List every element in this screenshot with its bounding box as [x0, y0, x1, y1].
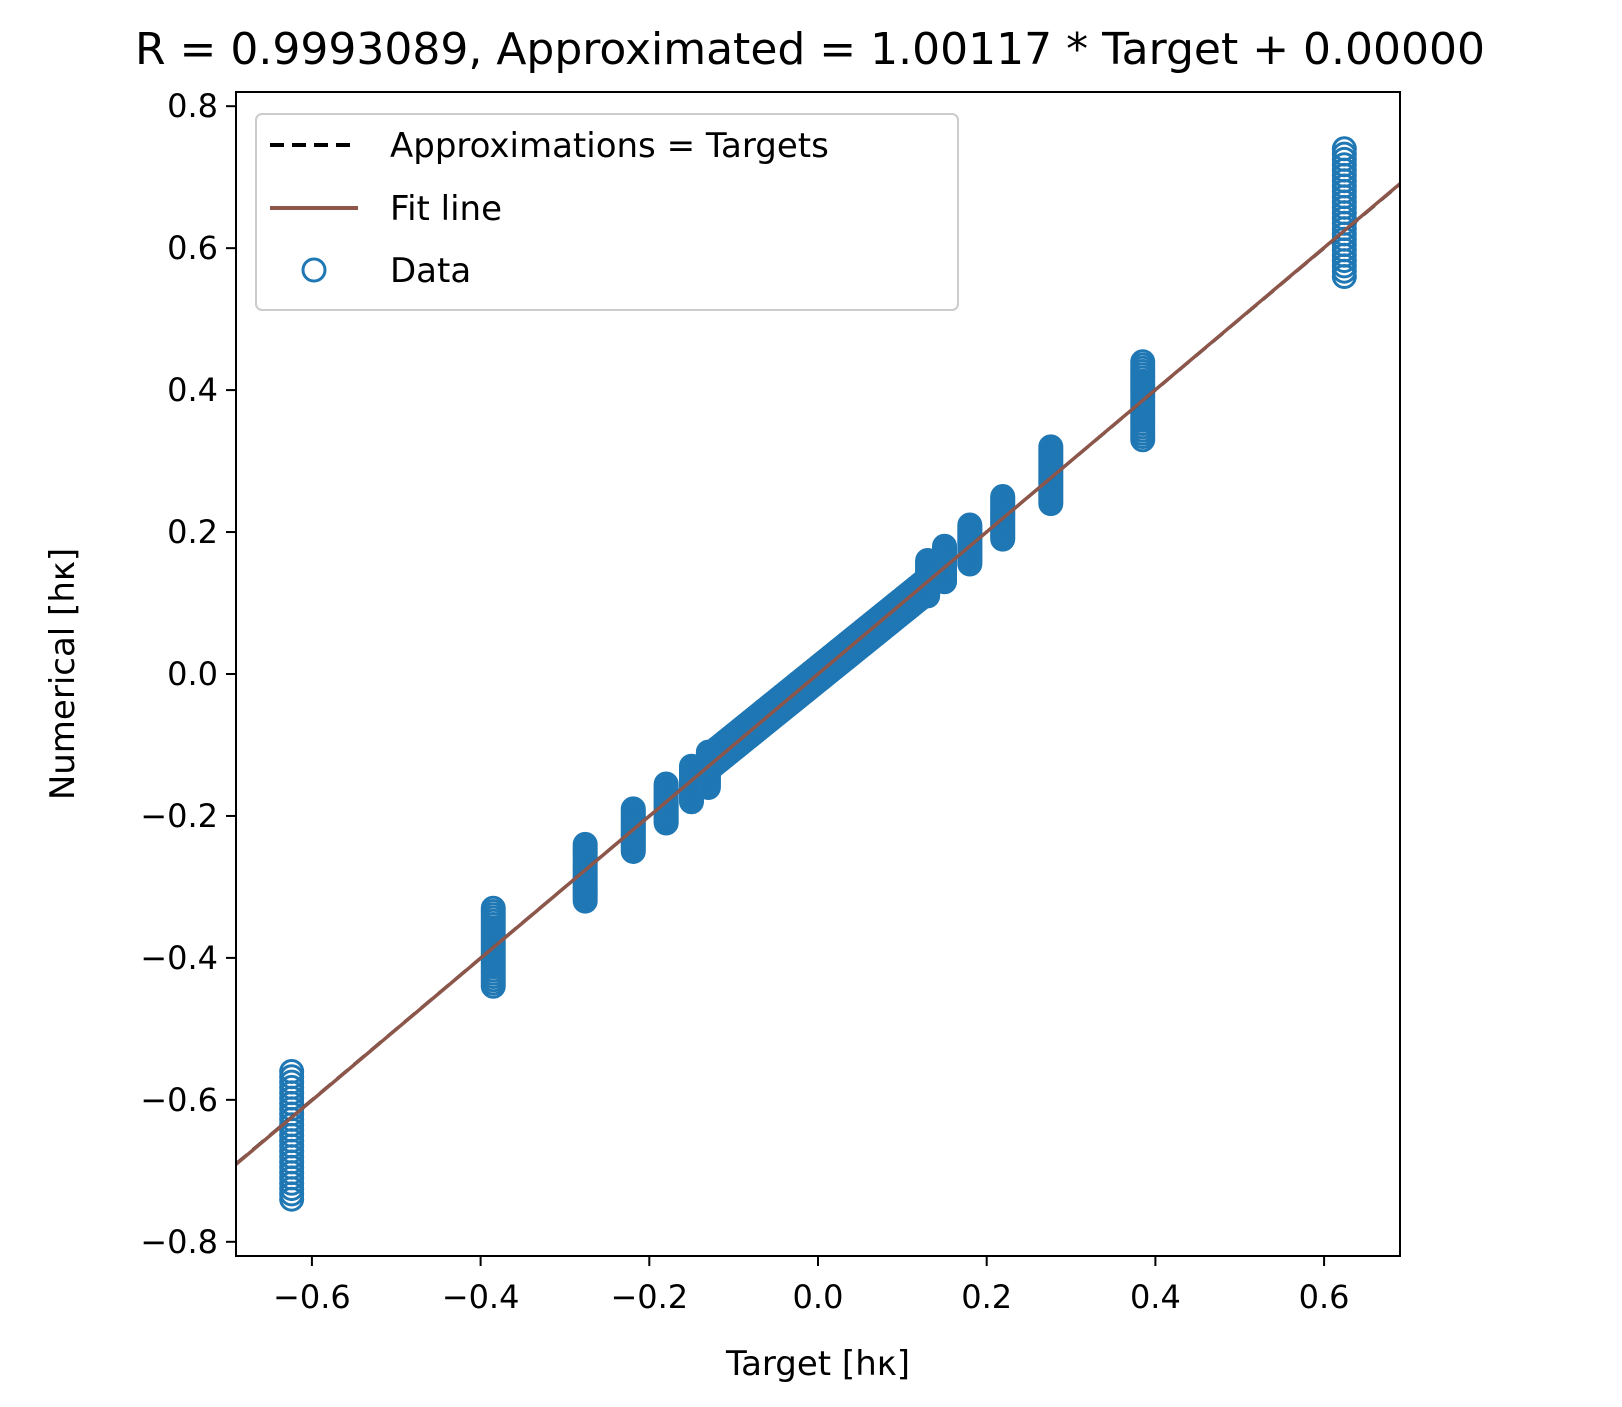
data-point — [957, 512, 983, 538]
y-tick-label: −0.6 — [140, 1081, 218, 1119]
data-point — [1038, 434, 1064, 460]
data-point — [932, 533, 958, 559]
data-point — [990, 484, 1016, 510]
legend-data-swatch — [301, 257, 327, 283]
data-point — [653, 771, 679, 797]
y-tick-label: 0.6 — [167, 229, 218, 267]
chart-title: R = 0.9993089, Approximated = 1.00117 * … — [135, 24, 1485, 75]
x-tick-label: 0.4 — [1130, 1278, 1181, 1316]
y-tick-label: 0.2 — [167, 513, 218, 551]
x-tick-label: −0.4 — [442, 1278, 520, 1316]
legend-fit-label: Fit line — [390, 189, 502, 229]
data-point — [279, 1058, 305, 1084]
legend-box — [255, 113, 959, 311]
y-tick-label: 0.8 — [167, 87, 218, 125]
data-point — [620, 796, 646, 822]
data-point — [480, 895, 506, 921]
data-point — [1130, 349, 1156, 375]
y-tick-label: −0.4 — [140, 939, 218, 977]
fit-line — [236, 182, 1400, 1166]
x-tick-label: 0.0 — [793, 1278, 844, 1316]
legend: Approximations = Targets Fit line Data — [255, 113, 959, 311]
x-tick-label: 0.6 — [1299, 1278, 1350, 1316]
data-point — [572, 831, 598, 857]
data-points — [279, 136, 1357, 1212]
x-axis-label: Target [hκ] — [725, 1344, 910, 1384]
legend-identity-label: Approximations = Targets — [390, 126, 829, 166]
x-tick-label: 0.2 — [961, 1278, 1012, 1316]
y-tick-label: 0.0 — [167, 655, 218, 693]
x-axis: −0.6 −0.4 −0.2 0.0 0.2 0.4 0.6 — [273, 1256, 1350, 1316]
y-axis-label: Numerical [hκ] — [43, 548, 83, 800]
y-tick-label: −0.8 — [140, 1223, 218, 1261]
y-tick-label: 0.4 — [167, 371, 218, 409]
x-tick-label: −0.2 — [610, 1278, 688, 1316]
data-point — [915, 565, 941, 591]
legend-data-label: Data — [390, 251, 471, 291]
x-tick-label: −0.6 — [273, 1278, 351, 1316]
y-axis: −0.8 −0.6 −0.4 −0.2 0.0 0.2 0.4 0.6 0.8 — [140, 87, 236, 1261]
data-point — [1331, 136, 1357, 162]
y-tick-label: −0.2 — [140, 797, 218, 835]
